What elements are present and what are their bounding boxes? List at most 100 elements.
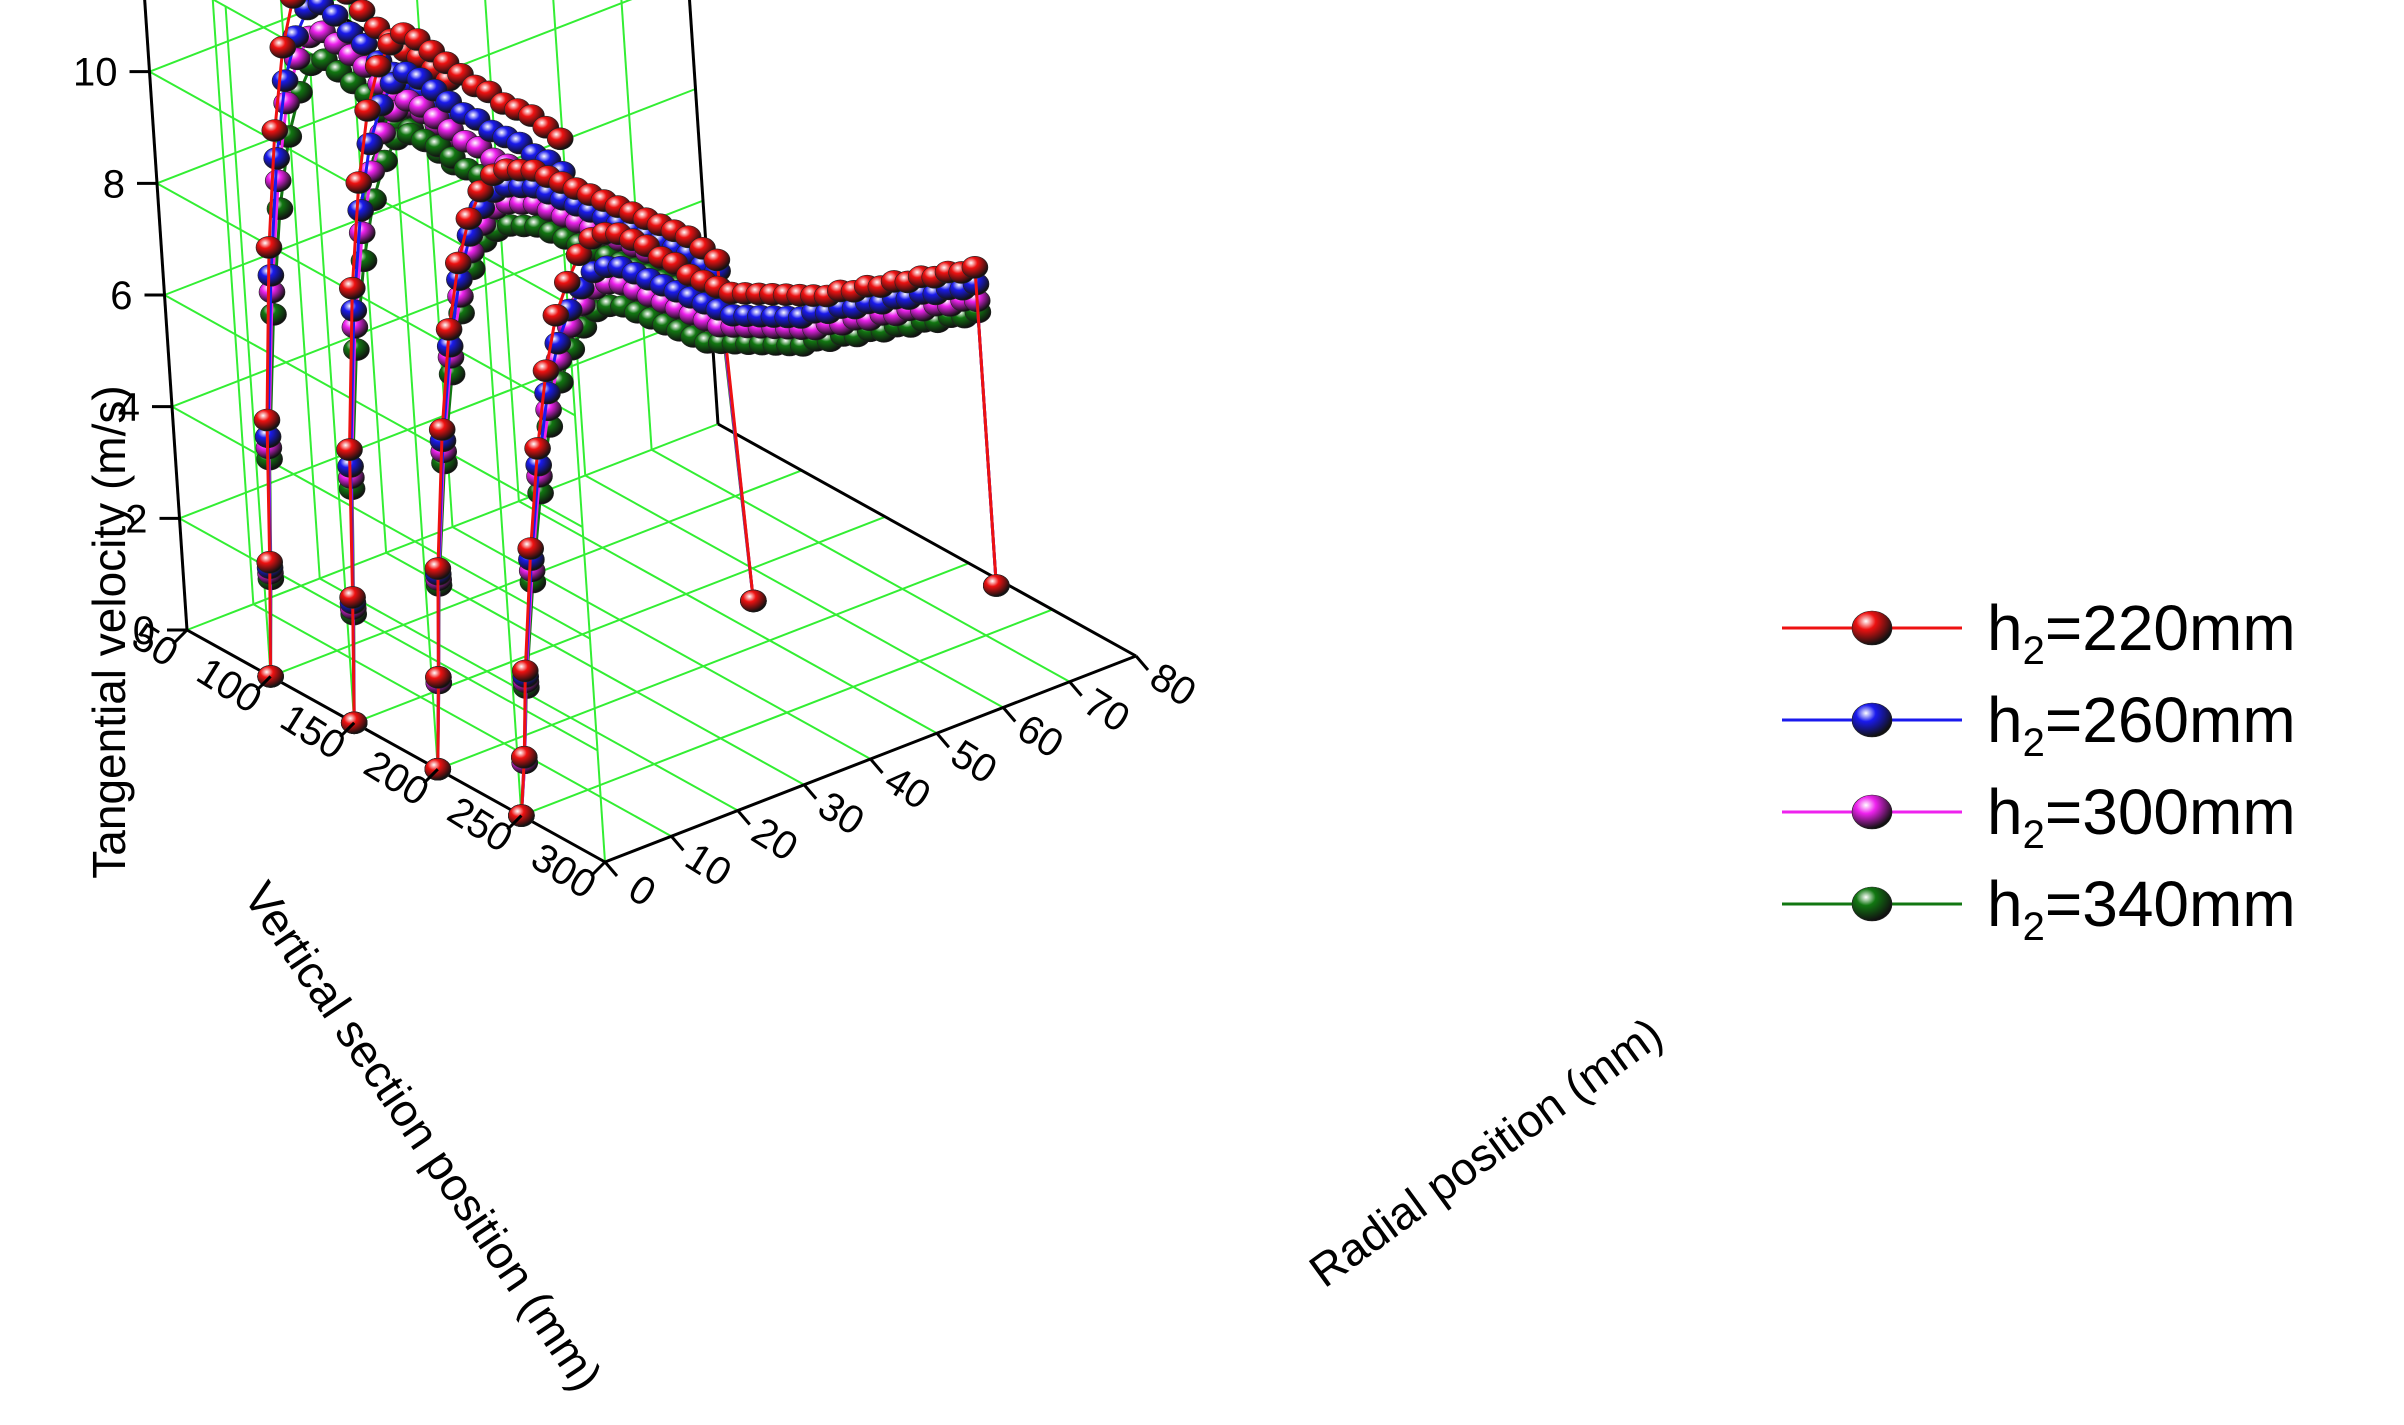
data-point-h2_260 — [263, 147, 291, 170]
legend-marker — [1851, 886, 1893, 922]
radial-tick-mark — [603, 861, 619, 877]
grid-line-floor — [651, 448, 1071, 683]
data-point-h2_220 — [338, 276, 366, 300]
legend-item-h2_220: h2=220mm — [1782, 592, 2296, 673]
grid-line-right-wall-horizontal — [164, 88, 696, 296]
data-point-h2_220 — [740, 589, 767, 613]
data-point-h2_220 — [253, 408, 281, 432]
section-200 — [424, 158, 767, 781]
radial-tick-label: 0 — [621, 866, 663, 915]
vertical-tick-mark — [589, 860, 607, 878]
grid-line-left-wall-horizontal — [164, 294, 583, 528]
data-point-h2_220 — [354, 99, 381, 122]
tick-labels: 0246810125010015020025030001020304050607… — [73, 51, 1203, 916]
axis-frame-edge — [186, 628, 606, 864]
data-point-h2_260 — [356, 132, 384, 156]
data-point-h2_220 — [280, 0, 307, 9]
legend-marker — [1851, 794, 1893, 830]
vertical-tick-mark — [339, 721, 356, 738]
data-point-h2_220 — [455, 207, 483, 230]
data-point-h2_220 — [565, 243, 593, 266]
data-point-h2_220 — [435, 318, 463, 341]
axis-frame-edge — [717, 422, 1137, 658]
grid-line-left-wall-horizontal — [156, 182, 576, 417]
data-point-h2_220 — [425, 665, 452, 689]
data-point-h2_220 — [444, 251, 472, 275]
data-point-h2_220 — [428, 418, 456, 441]
radial-axis-title: Radial position (mm) — [1300, 1007, 1672, 1297]
data-point-h2_220 — [961, 255, 989, 279]
grid-line-floor — [584, 474, 1004, 709]
data-point-h2_300 — [264, 169, 292, 193]
axis-frame-edge — [143, 0, 189, 631]
data-point-h2_260 — [534, 381, 561, 405]
radial-tick-label: 30 — [810, 783, 871, 844]
z-tick-label: 2 — [125, 497, 147, 541]
legend-item-h2_340: h2=340mm — [1782, 868, 2296, 949]
radial-tick-label: 40 — [877, 758, 938, 819]
radial-tick-label: 70 — [1076, 680, 1137, 741]
grid-line-left-wall-horizontal — [179, 517, 598, 752]
data-point-h2_220 — [703, 248, 731, 272]
legend-label: h2=340mm — [1987, 868, 2296, 949]
radial-tick-label: 80 — [1142, 655, 1203, 716]
vertical-tick-label: 100 — [189, 649, 269, 722]
data-point-h2_260 — [257, 263, 285, 287]
data-point-h2_220 — [467, 179, 495, 203]
grid-line-floor — [252, 603, 672, 838]
vertical-tick-label: 250 — [440, 789, 520, 862]
data-point-h2_220 — [517, 537, 545, 560]
data-point-h2_220 — [532, 359, 560, 383]
radial-tick-mark — [1002, 706, 1017, 723]
z-tick-label: 8 — [103, 162, 125, 206]
grid-line-floor — [518, 500, 938, 735]
data-point-h2_340 — [260, 303, 287, 326]
data-point-h2_220 — [256, 550, 284, 574]
data-point-h2_220 — [364, 54, 392, 78]
radial-tick-label: 10 — [678, 835, 739, 896]
data-point-h2_220 — [553, 270, 581, 294]
data-point-h2_300 — [348, 221, 376, 245]
data-point-h2_220 — [336, 438, 363, 461]
radial-tick-mark — [1134, 655, 1150, 671]
grid-line-floor — [385, 551, 805, 786]
grid-line-right-wall-vertical — [688, 0, 719, 425]
legend-label: h2=260mm — [1987, 684, 2296, 765]
data-point-h2_300 — [273, 91, 300, 115]
radial-tick-mark — [802, 783, 818, 800]
data-point-h2_220 — [339, 586, 366, 609]
data-point-h2_340 — [343, 338, 370, 361]
z-tick-label: 6 — [110, 274, 132, 318]
data-point-h2_260 — [271, 69, 299, 92]
z-axis-title: Tangential velocity (m/s) — [83, 385, 135, 878]
vertical-tick-label: 150 — [273, 696, 353, 769]
legend-item-h2_260: h2=260mm — [1782, 684, 2296, 765]
data-point-h2_220 — [424, 557, 452, 580]
legend-marker — [1851, 702, 1893, 738]
legend: h2=220mm h2=260mm h2=300mm h2=340mm — [1782, 592, 2296, 949]
radial-tick-label: 50 — [943, 732, 1004, 793]
vertical-tick-label: 300 — [524, 835, 604, 908]
legend-item-h2_300: h2=300mm — [1782, 776, 2296, 857]
z-tick-label: 0 — [133, 609, 155, 653]
vertical-tick-mark — [506, 814, 523, 831]
z-tick-label: 4 — [118, 386, 140, 430]
legend-marker — [1851, 610, 1893, 646]
z-tick-label: 10 — [73, 51, 118, 95]
data-point-h2_220 — [269, 35, 297, 59]
legend-label: h2=300mm — [1987, 776, 2296, 857]
series-layer — [253, 0, 1010, 827]
legend-label: h2=220mm — [1987, 592, 2296, 673]
data-point-h2_260 — [340, 299, 368, 322]
radial-tick-mark — [736, 809, 751, 826]
data-point-h2_220 — [345, 171, 373, 194]
data-point-h2_260 — [347, 199, 375, 222]
data-point-h2_220 — [524, 437, 551, 460]
data-point-h2_220 — [255, 236, 283, 259]
series-line-h2_300 — [519, 281, 998, 816]
data-point-h2_260 — [321, 4, 349, 27]
radial-tick-label: 60 — [1010, 706, 1071, 767]
vertical-tick-mark — [171, 628, 189, 646]
data-point-h2_220 — [510, 745, 538, 769]
